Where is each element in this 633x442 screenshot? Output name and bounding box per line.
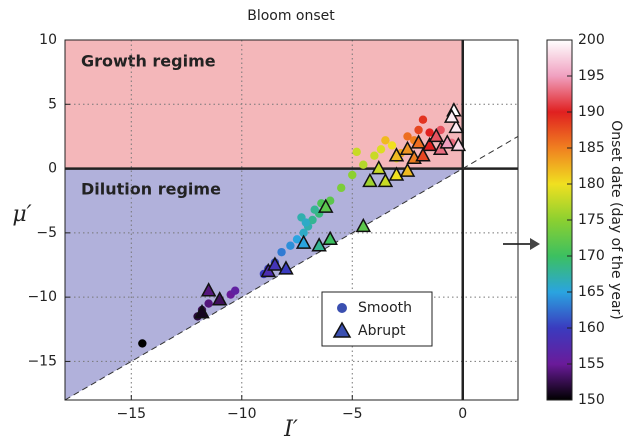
colorbar-label: Onset date (day of the year) [608, 120, 624, 320]
y-tick-label: −15 [27, 353, 57, 369]
y-tick-label: 5 [48, 96, 57, 112]
smooth-point [352, 147, 361, 157]
smooth-point [376, 145, 386, 154]
abrupt-point [267, 256, 283, 271]
colorbar-tick-label: 200 [578, 32, 605, 48]
x-tick-label: −5 [342, 406, 363, 422]
smooth-point [337, 183, 346, 193]
abrupt-point [194, 303, 210, 319]
abrupt-point [428, 127, 444, 143]
colorbar-tick-label: 155 [578, 356, 605, 372]
abrupt-point [399, 140, 416, 156]
smooth-point [204, 299, 213, 308]
pointer-arrow [503, 238, 540, 250]
x-tick-label: −15 [117, 406, 147, 422]
region-label: Dilution regime [81, 180, 221, 199]
smooth-point [292, 235, 302, 244]
smooth-point [359, 160, 368, 169]
smooth-point [277, 247, 286, 257]
abrupt-point [410, 134, 427, 149]
colorbar-tick-label: 190 [578, 104, 605, 120]
abrupt-point [211, 291, 228, 306]
abrupt-point [322, 230, 338, 246]
x-tick-label: 0 [458, 406, 467, 422]
abrupt-point [399, 162, 416, 177]
abrupt-point [439, 134, 456, 149]
abrupt-point [377, 172, 394, 188]
y-tick-label: 0 [48, 161, 57, 177]
smooth-point [381, 136, 390, 145]
smooth-point [403, 132, 412, 141]
region-label: Growth regime [81, 52, 216, 71]
smooth-point [425, 128, 434, 137]
smooth-point [138, 339, 147, 348]
smooth-point [370, 151, 379, 160]
abrupt-point [388, 147, 405, 162]
abrupt-point [362, 172, 378, 188]
abrupt-point [295, 234, 312, 249]
colorbar-tick-label: 195 [578, 68, 605, 84]
abrupt-point [371, 159, 387, 175]
abrupt-point [278, 260, 294, 275]
smooth-point [310, 205, 319, 214]
smooth-point [301, 218, 311, 227]
x-tick-label: −10 [227, 406, 257, 422]
smooth-point [348, 170, 357, 180]
smooth-point [414, 125, 423, 135]
y-tick-label: −5 [36, 225, 57, 241]
legend: Smooth Abrupt [321, 291, 433, 347]
abrupt-point [415, 147, 431, 162]
plot-frame [64, 39, 519, 401]
smooth-point [436, 125, 445, 135]
smooth-point [325, 196, 335, 205]
smooth-point [286, 241, 295, 250]
legend-marker [337, 303, 347, 313]
abrupt-point [317, 198, 334, 213]
abrupt-point [450, 136, 467, 152]
one-to-one-line [64, 135, 519, 401]
abrupt-point [421, 136, 438, 152]
y-tick-label: −10 [27, 289, 57, 305]
colorbar-tick-label: 180 [578, 176, 605, 192]
smooth-point [418, 115, 428, 124]
smooth-point [230, 286, 240, 295]
y-axis-label: μ′ [12, 202, 31, 227]
smooth-point [299, 228, 308, 238]
legend-label: Smooth [358, 300, 412, 316]
smooth-point [308, 215, 317, 225]
legend-marker [332, 321, 352, 338]
y-tick-label: 10 [39, 32, 57, 48]
chart-title: Bloom onset [247, 8, 335, 24]
colorbar-tick-label: 150 [578, 392, 605, 408]
colorbar-tick-label: 185 [578, 140, 605, 156]
smooth-point [387, 141, 397, 150]
x-axis-label: I′ [283, 417, 298, 442]
colorbar-tick-label: 175 [578, 212, 605, 228]
abrupt-point [448, 118, 464, 134]
abrupt-point [388, 166, 405, 181]
abrupt-point [311, 237, 327, 252]
abrupt-point [355, 217, 372, 233]
legend-label: Abrupt [358, 323, 406, 339]
colorbar-tick-label: 170 [578, 248, 605, 264]
colorbar-tick-label: 165 [578, 284, 605, 300]
abrupt-point [443, 108, 460, 123]
abrupt-point [200, 282, 217, 297]
colorbar-tick-label: 160 [578, 320, 605, 336]
